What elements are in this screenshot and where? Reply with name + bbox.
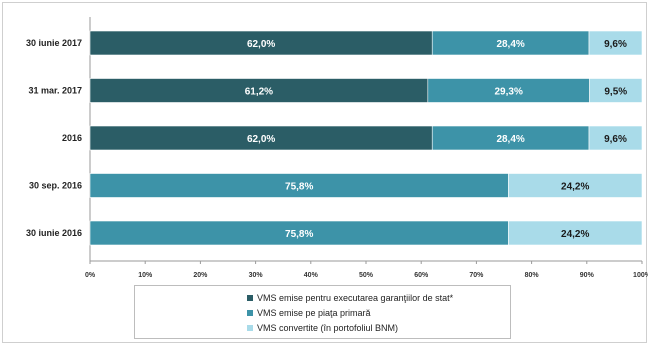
- x-tick-label: 50%: [359, 272, 374, 279]
- legend-item: VMS emise pe piaţa primară: [247, 305, 510, 320]
- data-label: 28,4%: [496, 39, 524, 50]
- legend-label: VMS emise pe piaţa primară: [257, 307, 371, 318]
- bar-segment: [508, 173, 643, 198]
- legend-label: VMS emise pentru executarea garanţiilor …: [257, 292, 454, 303]
- data-label: 24,2%: [561, 182, 589, 193]
- stacked-bar-chart: 0% 10% 20% 30% 40% 50% 60% 70% 80% 90% 100% 30 iuni…: [26, 17, 648, 279]
- legend-swatch: [247, 324, 253, 331]
- bar-segment: [89, 78, 429, 103]
- category-label: 2016: [62, 133, 82, 143]
- bar-segment: [89, 30, 433, 56]
- bar-segment: [508, 220, 643, 246]
- bar-segment: [427, 78, 590, 103]
- x-tick-label: 10%: [138, 272, 153, 279]
- x-tick-label: 100%: [633, 272, 648, 279]
- x-tick-label: 80%: [525, 272, 540, 279]
- legend-label: VMS convertite (în portofoliul BNM): [257, 322, 399, 333]
- bar-segment: [588, 125, 643, 151]
- x-tick-label: 60%: [414, 272, 429, 279]
- data-label: 75,8%: [285, 229, 313, 240]
- x-tick-label: 30%: [249, 272, 264, 279]
- category-label: 30 sep. 2016: [29, 181, 82, 191]
- legend-swatch: [247, 309, 253, 316]
- x-tick-label: 0%: [85, 272, 96, 279]
- chart-frame: 0% 10% 20% 30% 40% 50% 60% 70% 80% 90% 100% 30 iuni…: [2, 2, 648, 343]
- bar-segment: [588, 30, 643, 56]
- legend: VMS emise pentru executarea garanţiilor …: [134, 285, 511, 339]
- data-label: 9,6%: [604, 134, 627, 145]
- bar-segment: [431, 30, 590, 56]
- category-label: 30 iunie 2017: [26, 38, 82, 48]
- bar-segment: [589, 78, 643, 103]
- x-tick-label: 40%: [304, 272, 319, 279]
- data-label: 24,2%: [561, 229, 589, 240]
- bar-segment: [89, 173, 509, 198]
- data-label: 62,0%: [247, 134, 275, 145]
- data-label: 28,4%: [496, 134, 524, 145]
- data-label: 9,5%: [604, 87, 627, 98]
- data-label: 29,3%: [495, 87, 523, 98]
- legend-swatch: [247, 294, 253, 301]
- data-label: 62,0%: [247, 39, 275, 50]
- bar-segment: [89, 125, 433, 151]
- legend-item: VMS convertite (în portofoliul BNM): [247, 320, 510, 335]
- x-tick-label: 90%: [580, 272, 595, 279]
- data-label: 9,6%: [604, 39, 627, 50]
- legend-item: VMS emise pentru executarea garanţiilor …: [247, 290, 510, 305]
- x-tick-label: 70%: [469, 272, 484, 279]
- data-label: 61,2%: [245, 87, 273, 98]
- category-label: 30 iunie 2016: [26, 228, 82, 238]
- category-label: 31 mar. 2017: [28, 86, 82, 96]
- x-tick-label: 20%: [193, 272, 208, 279]
- data-label: 75,8%: [285, 182, 313, 193]
